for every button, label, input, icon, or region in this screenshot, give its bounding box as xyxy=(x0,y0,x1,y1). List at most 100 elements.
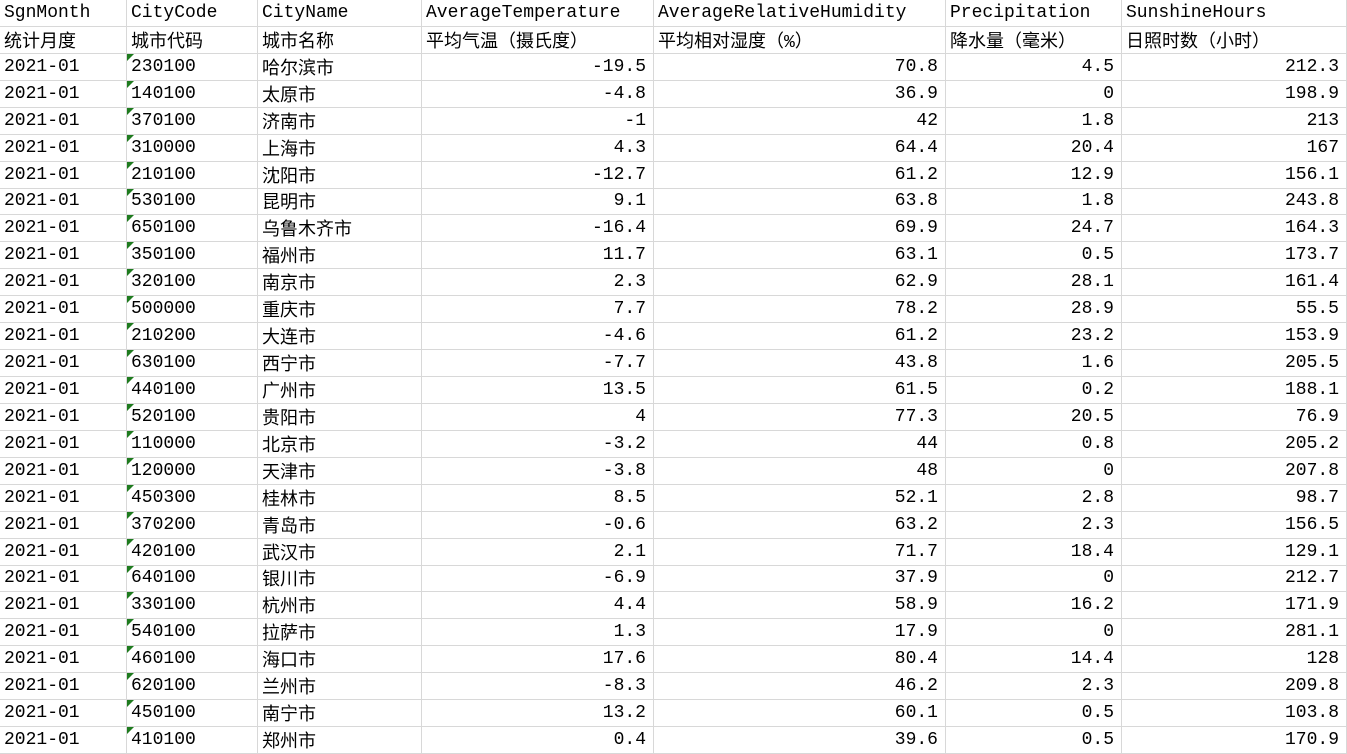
cell-precipitation[interactable]: 12.9 xyxy=(946,161,1122,189)
header-cell-city-code-zh[interactable]: 城市代码 xyxy=(127,26,258,54)
cell-city_code[interactable]: 620100 xyxy=(127,673,258,701)
cell-sgn_month[interactable]: 2021-01 xyxy=(0,188,127,216)
cell-city_name[interactable]: 贵阳市 xyxy=(258,403,422,431)
cell-sunshine_hours[interactable]: 156.5 xyxy=(1122,511,1347,539)
cell-sunshine_hours[interactable]: 207.8 xyxy=(1122,457,1347,485)
cell-precipitation[interactable]: 1.8 xyxy=(946,107,1122,135)
cell-sgn_month[interactable]: 2021-01 xyxy=(0,457,127,485)
cell-city_name[interactable]: 南京市 xyxy=(258,269,422,297)
cell-sunshine_hours[interactable]: 170.9 xyxy=(1122,727,1347,754)
cell-sgn_month[interactable]: 2021-01 xyxy=(0,377,127,404)
cell-sgn_month[interactable]: 2021-01 xyxy=(0,673,127,701)
header-cell-sunshine-zh[interactable]: 日照时数（小时） xyxy=(1122,26,1347,54)
cell-precipitation[interactable]: 0.8 xyxy=(946,430,1122,458)
header-cell-city-name-en[interactable]: CityName xyxy=(258,0,422,27)
cell-city_name[interactable]: 西宁市 xyxy=(258,350,422,377)
cell-sgn_month[interactable]: 2021-01 xyxy=(0,511,127,539)
cell-avg_temperature[interactable]: 2.3 xyxy=(422,269,654,297)
cell-city_code[interactable]: 120000 xyxy=(127,457,258,485)
cell-avg_relative_humidity[interactable]: 61.2 xyxy=(654,323,946,351)
cell-avg_relative_humidity[interactable]: 63.2 xyxy=(654,511,946,539)
cell-city_name[interactable]: 福州市 xyxy=(258,242,422,270)
cell-precipitation[interactable]: 0 xyxy=(946,80,1122,108)
cell-sunshine_hours[interactable]: 171.9 xyxy=(1122,592,1347,620)
cell-avg_temperature[interactable]: 4 xyxy=(422,403,654,431)
cell-precipitation[interactable]: 2.3 xyxy=(946,511,1122,539)
cell-sgn_month[interactable]: 2021-01 xyxy=(0,215,127,243)
cell-precipitation[interactable]: 20.5 xyxy=(946,403,1122,431)
cell-avg_temperature[interactable]: -1 xyxy=(422,107,654,135)
cell-sgn_month[interactable]: 2021-01 xyxy=(0,269,127,297)
cell-avg_temperature[interactable]: -0.6 xyxy=(422,511,654,539)
cell-sunshine_hours[interactable]: 129.1 xyxy=(1122,538,1347,566)
cell-city_code[interactable]: 320100 xyxy=(127,269,258,297)
cell-city_name[interactable]: 桂林市 xyxy=(258,484,422,512)
cell-avg_temperature[interactable]: 11.7 xyxy=(422,242,654,270)
header-cell-temperature-zh[interactable]: 平均气温（摄氏度） xyxy=(422,26,654,54)
cell-avg_relative_humidity[interactable]: 69.9 xyxy=(654,215,946,243)
cell-sunshine_hours[interactable]: 161.4 xyxy=(1122,269,1347,297)
cell-city_code[interactable]: 370200 xyxy=(127,511,258,539)
cell-avg_temperature[interactable]: 4.4 xyxy=(422,592,654,620)
cell-city_code[interactable]: 520100 xyxy=(127,403,258,431)
cell-city_code[interactable]: 210100 xyxy=(127,161,258,189)
cell-avg_relative_humidity[interactable]: 64.4 xyxy=(654,134,946,162)
cell-avg_temperature[interactable]: -4.6 xyxy=(422,323,654,351)
cell-city_name[interactable]: 上海市 xyxy=(258,134,422,162)
cell-city_code[interactable]: 410100 xyxy=(127,727,258,754)
cell-city_name[interactable]: 太原市 xyxy=(258,80,422,108)
cell-city_code[interactable]: 230100 xyxy=(127,53,258,81)
cell-sunshine_hours[interactable]: 173.7 xyxy=(1122,242,1347,270)
cell-avg_temperature[interactable]: 13.5 xyxy=(422,377,654,404)
cell-precipitation[interactable]: 4.5 xyxy=(946,53,1122,81)
cell-avg_relative_humidity[interactable]: 39.6 xyxy=(654,727,946,754)
cell-sunshine_hours[interactable]: 128 xyxy=(1122,646,1347,674)
cell-avg_relative_humidity[interactable]: 71.7 xyxy=(654,538,946,566)
cell-avg_temperature[interactable]: -7.7 xyxy=(422,350,654,377)
cell-avg_temperature[interactable]: 0.4 xyxy=(422,727,654,754)
cell-precipitation[interactable]: 1.8 xyxy=(946,188,1122,216)
cell-avg_relative_humidity[interactable]: 46.2 xyxy=(654,673,946,701)
cell-city_name[interactable]: 天津市 xyxy=(258,457,422,485)
cell-city_code[interactable]: 140100 xyxy=(127,80,258,108)
cell-precipitation[interactable]: 1.6 xyxy=(946,350,1122,377)
cell-avg_temperature[interactable]: 13.2 xyxy=(422,700,654,728)
cell-avg_temperature[interactable]: -19.5 xyxy=(422,53,654,81)
cell-sgn_month[interactable]: 2021-01 xyxy=(0,700,127,728)
cell-city_code[interactable]: 310000 xyxy=(127,134,258,162)
cell-city_name[interactable]: 哈尔滨市 xyxy=(258,53,422,81)
cell-precipitation[interactable]: 0.5 xyxy=(946,727,1122,754)
cell-precipitation[interactable]: 24.7 xyxy=(946,215,1122,243)
cell-sgn_month[interactable]: 2021-01 xyxy=(0,727,127,754)
cell-city_code[interactable]: 630100 xyxy=(127,350,258,377)
header-cell-temperature-en[interactable]: AverageTemperature xyxy=(422,0,654,27)
cell-sunshine_hours[interactable]: 98.7 xyxy=(1122,484,1347,512)
cell-sgn_month[interactable]: 2021-01 xyxy=(0,53,127,81)
cell-avg_temperature[interactable]: -3.8 xyxy=(422,457,654,485)
cell-precipitation[interactable]: 18.4 xyxy=(946,538,1122,566)
cell-city_name[interactable]: 南宁市 xyxy=(258,700,422,728)
cell-avg_temperature[interactable]: 9.1 xyxy=(422,188,654,216)
cell-avg_relative_humidity[interactable]: 58.9 xyxy=(654,592,946,620)
cell-city_code[interactable]: 350100 xyxy=(127,242,258,270)
cell-city_code[interactable]: 540100 xyxy=(127,619,258,647)
cell-precipitation[interactable]: 16.2 xyxy=(946,592,1122,620)
cell-sunshine_hours[interactable]: 281.1 xyxy=(1122,619,1347,647)
cell-city_name[interactable]: 昆明市 xyxy=(258,188,422,216)
cell-sunshine_hours[interactable]: 188.1 xyxy=(1122,377,1347,404)
cell-avg_relative_humidity[interactable]: 80.4 xyxy=(654,646,946,674)
cell-sunshine_hours[interactable]: 213 xyxy=(1122,107,1347,135)
cell-avg_relative_humidity[interactable]: 61.2 xyxy=(654,161,946,189)
cell-sunshine_hours[interactable]: 205.2 xyxy=(1122,430,1347,458)
header-cell-city-code-en[interactable]: CityCode xyxy=(127,0,258,27)
cell-city_name[interactable]: 重庆市 xyxy=(258,296,422,324)
cell-precipitation[interactable]: 0 xyxy=(946,565,1122,593)
cell-precipitation[interactable]: 14.4 xyxy=(946,646,1122,674)
cell-avg_relative_humidity[interactable]: 61.5 xyxy=(654,377,946,404)
cell-avg_relative_humidity[interactable]: 48 xyxy=(654,457,946,485)
cell-sgn_month[interactable]: 2021-01 xyxy=(0,538,127,566)
cell-sunshine_hours[interactable]: 76.9 xyxy=(1122,403,1347,431)
cell-avg_relative_humidity[interactable]: 17.9 xyxy=(654,619,946,647)
cell-city_code[interactable]: 370100 xyxy=(127,107,258,135)
cell-city_code[interactable]: 420100 xyxy=(127,538,258,566)
